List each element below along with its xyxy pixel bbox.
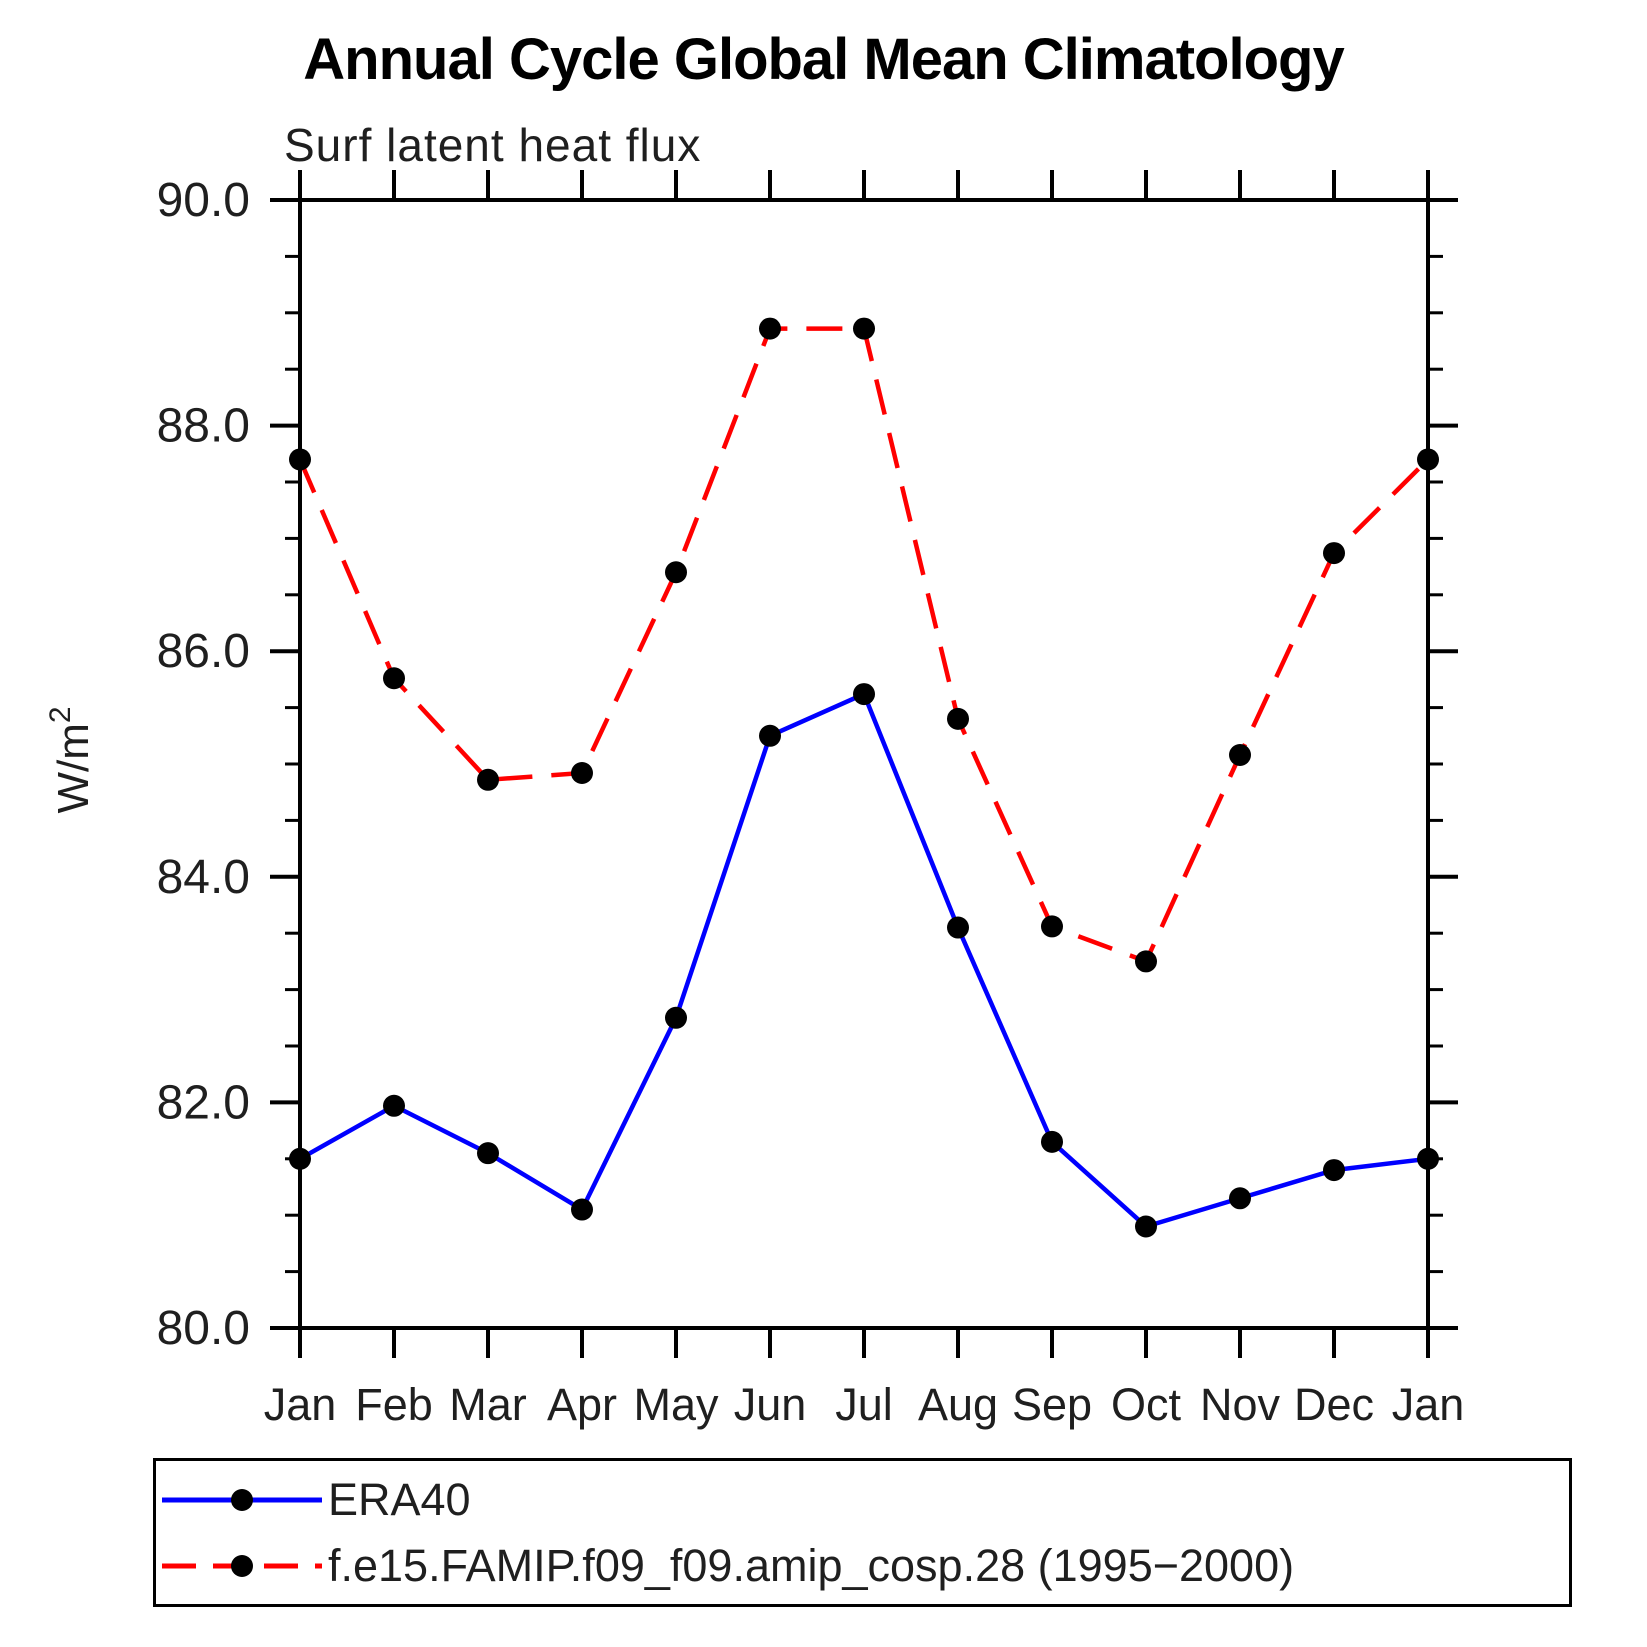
x-tick-label: Jan xyxy=(1392,1379,1465,1430)
y-tick-label: 80.0 xyxy=(157,1302,250,1355)
x-tick-label: Mar xyxy=(449,1379,527,1430)
x-tick-label: Sep xyxy=(1012,1379,1092,1430)
legend-item-model: f.e15.FAMIP.f09_f09.amip_cosp.28 (1995−2… xyxy=(156,1540,1569,1592)
data-point-marker xyxy=(1041,915,1063,938)
data-point-marker xyxy=(383,667,405,690)
data-point-marker xyxy=(1417,1147,1439,1170)
data-point-marker xyxy=(1323,1159,1345,1182)
x-tick-label: Jun xyxy=(734,1379,807,1430)
data-point-marker xyxy=(759,317,781,340)
data-point-marker xyxy=(1229,1187,1251,1210)
legend-label-era40: ERA40 xyxy=(328,1473,471,1525)
x-tick-label: Jul xyxy=(835,1379,893,1430)
chart-title: Annual Cycle Global Mean Climatology xyxy=(303,27,1344,92)
legend-item-era40: ERA40 xyxy=(156,1474,1569,1526)
data-point-marker xyxy=(947,707,969,730)
era40-line-sample xyxy=(162,1488,322,1511)
data-point-marker xyxy=(759,724,781,747)
data-point-marker xyxy=(853,317,875,340)
data-point-marker xyxy=(665,1006,687,1029)
plot-border xyxy=(298,198,1430,1330)
data-point-marker xyxy=(1135,950,1157,973)
chart-subtitle: Surf latent heat flux xyxy=(284,119,702,171)
model-line-sample xyxy=(162,1554,322,1577)
series-line xyxy=(298,691,1429,1229)
data-point-marker xyxy=(571,1198,593,1221)
data-point-marker xyxy=(477,1142,499,1165)
y-tick-label: 88.0 xyxy=(157,400,250,453)
data-point-marker xyxy=(853,683,875,706)
x-tick-label: Nov xyxy=(1200,1379,1281,1430)
y-tick-label: 90.0 xyxy=(157,174,250,227)
x-tick-label: Apr xyxy=(547,1379,617,1430)
legend: ERA40 f.e15.FAMIP.f09_f09.amip_cosp.28 (… xyxy=(153,1458,1572,1607)
data-point-marker xyxy=(665,561,687,584)
x-tick-label: Feb xyxy=(355,1379,433,1430)
y-tick-label: 86.0 xyxy=(157,625,250,678)
y-tick-label: 84.0 xyxy=(157,851,250,904)
data-point-marker xyxy=(383,1094,405,1117)
data-point-marker xyxy=(1041,1130,1063,1153)
x-tick-label: Aug xyxy=(918,1379,998,1430)
series-line xyxy=(297,326,1430,965)
data-point-marker xyxy=(947,916,969,939)
data-point-marker xyxy=(1323,542,1345,565)
x-tick-label: Dec xyxy=(1294,1379,1374,1430)
data-point-marker xyxy=(571,762,593,785)
data-point-marker xyxy=(1417,448,1439,471)
y-tick-label: 82.0 xyxy=(157,1076,250,1129)
legend-label-model: f.e15.FAMIP.f09_f09.amip_cosp.28 (1995−2… xyxy=(328,1539,1295,1591)
data-point-marker xyxy=(1135,1215,1157,1238)
x-tick-label: Jan xyxy=(264,1379,337,1430)
x-tick-label: May xyxy=(633,1379,719,1430)
data-point-marker xyxy=(1229,743,1251,766)
y-axis-label: W/m2 xyxy=(44,706,98,813)
data-point-marker xyxy=(289,1147,311,1170)
x-tick-label: Oct xyxy=(1111,1379,1182,1430)
data-point-marker xyxy=(289,448,311,471)
data-point-marker xyxy=(477,768,499,791)
